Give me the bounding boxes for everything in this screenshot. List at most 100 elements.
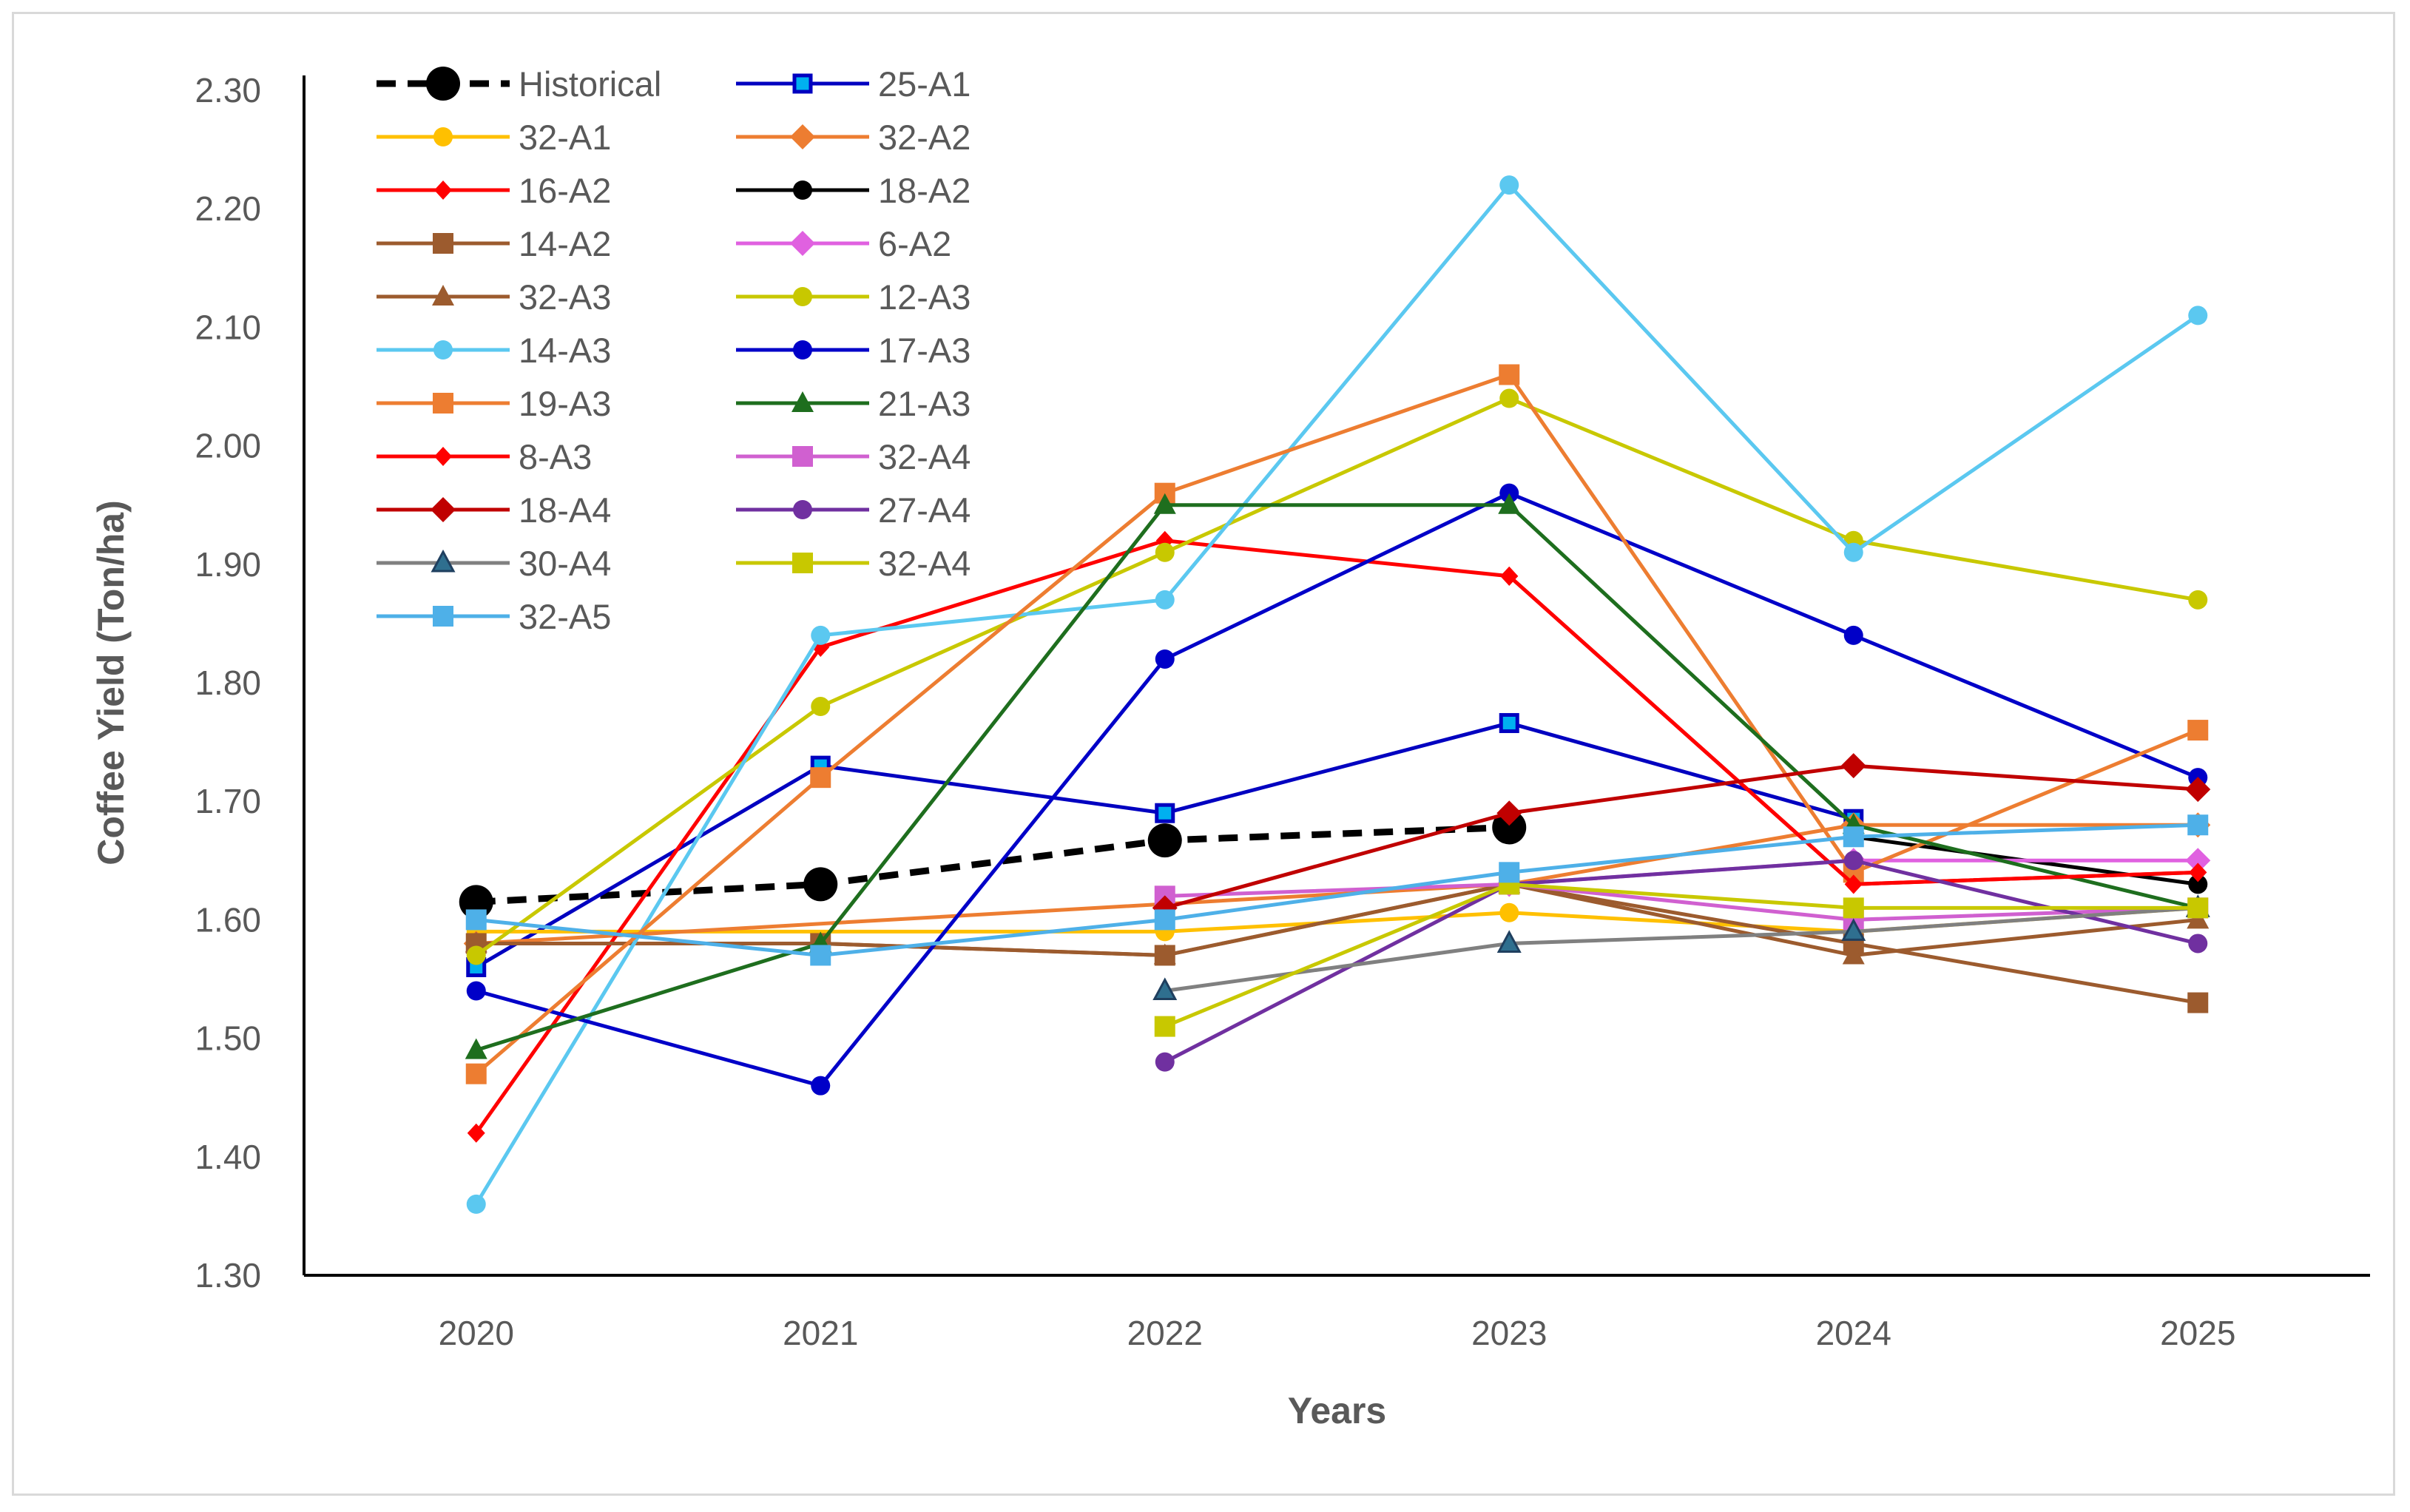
data-point	[1499, 862, 1520, 883]
legend-marker	[433, 606, 453, 627]
legend-item: 18-A4	[377, 490, 611, 530]
data-point	[1147, 823, 1182, 858]
series-16-A2	[467, 530, 2207, 1143]
data-point	[2188, 874, 2208, 894]
data-point	[2187, 897, 2209, 919]
data-point	[811, 697, 831, 717]
series-line	[474, 183, 2199, 1206]
y-tick-label: 1.60	[195, 900, 261, 939]
legend-label: 12-A3	[878, 277, 971, 317]
legend-item: 32-A2	[736, 118, 971, 157]
series-18-A4	[1152, 753, 2211, 921]
data-point	[2188, 590, 2208, 610]
legend-label: 32-A3	[519, 277, 611, 317]
legend-marker	[793, 287, 812, 306]
legend-label: 14-A2	[519, 224, 611, 263]
x-tick-label: 2024	[1816, 1314, 1891, 1352]
data-point	[1499, 902, 1519, 922]
y-tick-label: 1.30	[195, 1256, 261, 1295]
series-line	[1164, 905, 2198, 993]
data-point	[2187, 814, 2209, 836]
legend-item: 32-A4	[736, 544, 971, 583]
y-tick-label: 2.10	[195, 308, 261, 346]
legend-marker	[433, 393, 453, 414]
x-tick-label: 2020	[439, 1314, 514, 1352]
data-point	[2187, 908, 2210, 929]
legend-item: 14-A3	[377, 331, 611, 370]
y-tick-label: 2.30	[195, 71, 261, 109]
data-point	[1499, 712, 1519, 733]
legend-label: 6-A2	[878, 224, 951, 263]
legend-marker	[791, 391, 814, 412]
data-point	[2187, 992, 2209, 1013]
legend-label: 32-A1	[519, 118, 611, 157]
legend-item: 32-A1	[377, 118, 611, 157]
data-point	[465, 931, 487, 953]
legend-item: 32-A3	[377, 277, 611, 317]
data-point	[466, 945, 486, 965]
data-point	[1499, 388, 1519, 408]
series-line	[475, 396, 2198, 957]
data-point	[466, 1194, 486, 1214]
data-point	[465, 1063, 487, 1084]
legend-label: 32-A2	[878, 118, 971, 157]
data-point	[1155, 542, 1175, 562]
data-point	[810, 945, 831, 966]
legend-item: 21-A3	[736, 384, 971, 423]
legend-marker	[433, 127, 453, 146]
series-line	[476, 823, 2198, 957]
legend-marker	[431, 549, 456, 573]
series-Historical	[459, 810, 1527, 919]
data-point	[1499, 364, 1520, 385]
legend-item: Historical	[377, 64, 661, 104]
legend-label: Historical	[519, 64, 661, 104]
data-point	[1153, 943, 1176, 965]
data-point	[1155, 1052, 1175, 1072]
x-tick-label: 2023	[1471, 1314, 1547, 1352]
legend-label: 21-A3	[878, 384, 971, 423]
data-point	[1155, 590, 1175, 610]
legend-label: 18-A4	[519, 490, 611, 530]
series-line	[1164, 882, 2198, 1028]
legend-label: 30-A4	[519, 544, 611, 583]
series-line	[1164, 763, 2198, 910]
y-tick-label: 1.70	[195, 782, 261, 820]
data-point	[1499, 175, 1519, 195]
y-axis-title: Coffee Yield (Ton/ha)	[90, 500, 132, 865]
legend-item: 6-A2	[736, 224, 951, 263]
legend-label: 32-A5	[519, 597, 611, 636]
x-tick-label: 2021	[783, 1314, 858, 1352]
data-point	[1496, 800, 1522, 826]
legend-marker	[793, 180, 812, 200]
legend-marker	[434, 447, 452, 466]
legend-marker	[434, 180, 452, 200]
series-line	[476, 882, 2198, 957]
data-point	[2188, 306, 2208, 325]
legend-item: 32-A4	[736, 437, 971, 476]
legend-item: 12-A3	[736, 277, 971, 317]
series-line	[1164, 858, 2198, 1064]
data-point	[465, 909, 487, 931]
legend-item: 19-A3	[377, 384, 611, 423]
series-19-A3	[465, 364, 2209, 1084]
x-tick-label: 2025	[2160, 1314, 2235, 1352]
data-point	[1841, 918, 1866, 941]
y-tick-label: 1.40	[195, 1138, 261, 1176]
legend-label: 18-A2	[878, 171, 971, 210]
legend-item: 32-A5	[377, 597, 611, 636]
legend-label: 32-A4	[878, 437, 971, 476]
series-17-A3	[466, 483, 2208, 1096]
data-point	[2188, 934, 2208, 954]
data-point	[1843, 625, 1863, 645]
data-point	[2185, 848, 2211, 874]
data-point	[2185, 777, 2211, 803]
series-line	[1164, 882, 2198, 922]
legend-marker	[792, 553, 813, 573]
legend-item: 17-A3	[736, 331, 971, 370]
legend-marker	[790, 231, 815, 256]
series-lines	[459, 175, 2211, 1214]
data-point	[1154, 1016, 1175, 1037]
series-8-A3	[1500, 566, 2207, 894]
series-line	[476, 491, 2199, 1088]
data-point	[1500, 566, 1519, 586]
